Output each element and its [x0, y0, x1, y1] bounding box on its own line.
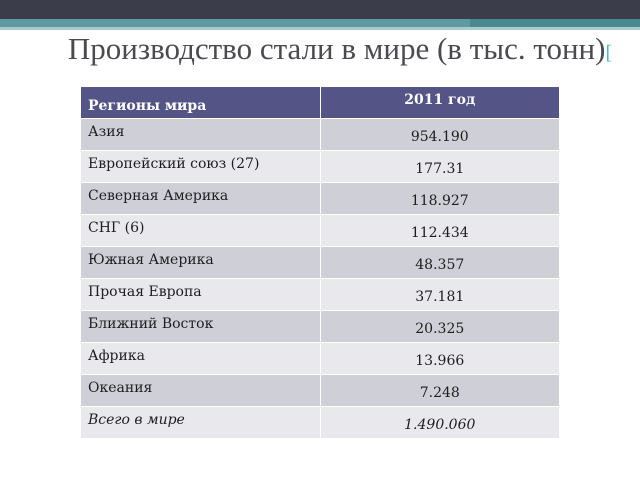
- header-year: 2011 год: [319, 86, 561, 119]
- footnote-reference-link[interactable]: [: [605, 42, 613, 64]
- total-label-cell: Всего в мире: [80, 406, 321, 439]
- value-cell: 112.434: [319, 214, 561, 247]
- region-cell: Азия: [80, 118, 321, 151]
- steel-production-table: Регионы мира 2011 год Азия 954.190 Европ…: [80, 86, 561, 439]
- region-cell: Океания: [80, 374, 321, 407]
- table-row: Океания 7.248: [80, 374, 561, 407]
- value-cell: 118.927: [319, 182, 561, 215]
- light-decor-bar: [0, 27, 640, 30]
- teal-accent-bar: [470, 19, 640, 27]
- value-cell: 20.325: [319, 310, 561, 343]
- table-row: Европейский союз (27) 177.31: [80, 150, 561, 183]
- table-row: Ближний Восток 20.325: [80, 310, 561, 343]
- value-cell: 48.357: [319, 246, 561, 279]
- table-row: Прочая Европа 37.181: [80, 278, 561, 311]
- table-row: Африка 13.966: [80, 342, 561, 375]
- table-row: Азия 954.190: [80, 118, 561, 151]
- table-row: СНГ (6) 112.434: [80, 214, 561, 247]
- teal-decor-bar: [0, 19, 640, 27]
- slide-title: Производство стали в мире (в тыс. тонн)[: [60, 30, 620, 80]
- header-regions: Регионы мира: [80, 86, 321, 119]
- table-total-row: Всего в мире 1.490.060: [80, 406, 561, 439]
- table-header-row: Регионы мира 2011 год: [80, 86, 561, 119]
- region-cell: Прочая Европа: [80, 278, 321, 311]
- table-row: Северная Америка 118.927: [80, 182, 561, 215]
- region-cell: Северная Америка: [80, 182, 321, 215]
- region-cell: Африка: [80, 342, 321, 375]
- value-cell: 954.190: [319, 118, 561, 151]
- total-value-cell: 1.490.060: [319, 406, 561, 439]
- slide-title-text: Производство стали в мире (в тыс. тонн): [67, 31, 606, 66]
- region-cell: СНГ (6): [80, 214, 321, 247]
- region-cell: Европейский союз (27): [80, 150, 321, 183]
- table-row: Южная Америка 48.357: [80, 246, 561, 279]
- value-cell: 13.966: [319, 342, 561, 375]
- value-cell: 177.31: [319, 150, 561, 183]
- region-cell: Ближний Восток: [80, 310, 321, 343]
- value-cell: 37.181: [319, 278, 561, 311]
- top-decor-bar: [0, 0, 640, 19]
- value-cell: 7.248: [319, 374, 561, 407]
- region-cell: Южная Америка: [80, 246, 321, 279]
